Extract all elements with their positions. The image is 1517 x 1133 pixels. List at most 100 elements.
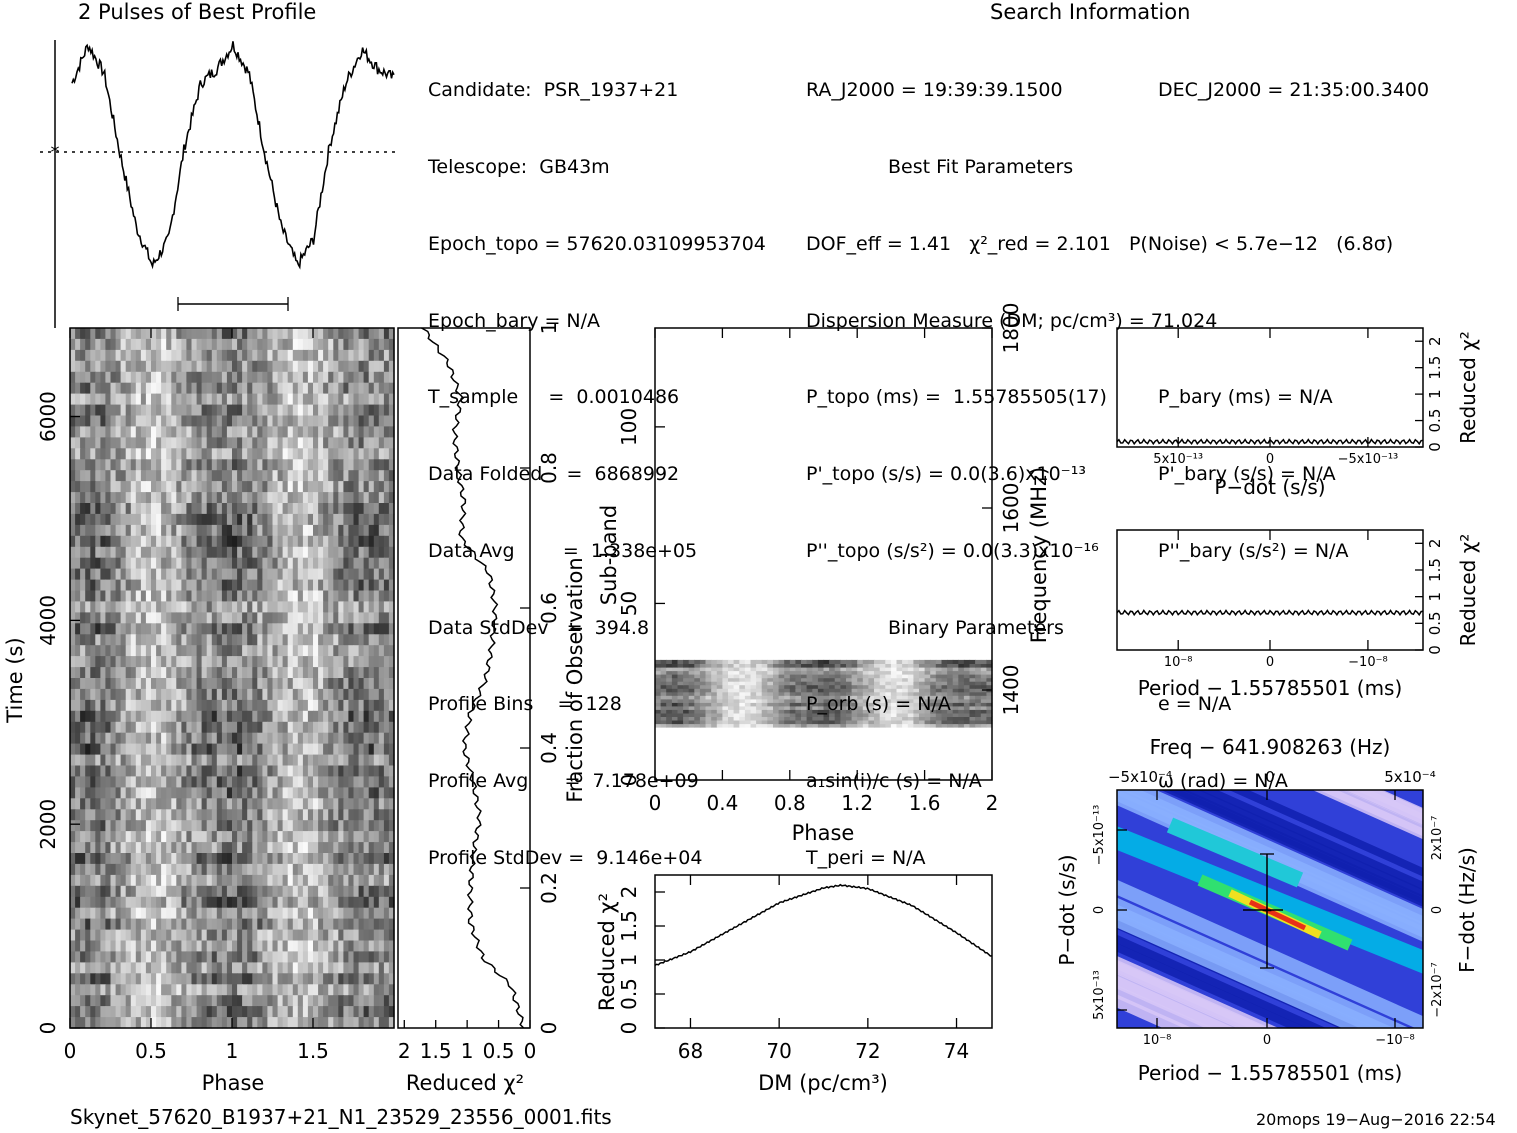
heatmap-cell [90,918,96,931]
heatmap-cell [363,973,370,985]
heatmap-cell [890,677,898,682]
heatmap-cell [232,940,238,952]
heatmap-cell [232,885,238,898]
heatmap-cell [262,678,269,690]
heatmap-cell [267,951,274,963]
heatmap-cell [226,601,233,613]
heatmap-cell [267,973,274,985]
heatmap-cell [744,688,752,693]
heatmap-cell [313,634,319,646]
heatmap-cell [277,962,284,974]
heatmap-cell [186,754,193,767]
heatmap-cell [383,743,390,756]
heatmap-cell [95,885,101,898]
heatmap-cell [952,705,959,710]
heatmap-cell [373,885,380,898]
heatmap-cell [211,710,218,723]
heatmap-cell [151,918,157,931]
heatmap-cell [191,349,198,362]
heatmap-cell [879,684,886,689]
heatmap-cell [201,732,208,745]
heatmap-cell [176,349,182,362]
heatmap-cell [333,623,339,635]
heatmap-cell [70,645,76,657]
heatmap-cell [206,1006,213,1018]
heatmap-cell [226,382,233,395]
heatmap-cell [267,634,274,646]
heatmap-cell [115,349,122,362]
heatmap-cell [857,684,864,689]
heatmap-cell [211,437,218,449]
heatmap-cell [135,918,142,931]
heatmap-cell [75,568,81,581]
heatmap-cell [171,623,177,635]
heatmap-cell [388,667,395,679]
heatmap-cell [221,492,228,504]
heatmap-cell [307,896,314,909]
heatmap-cell [353,470,360,482]
heatmap-cell [232,787,238,799]
heatmap-cell [161,721,167,734]
heatmap-cell [145,667,152,679]
heatmap-cell [287,448,294,460]
heatmap-cell [171,382,177,395]
heatmap-cell [292,513,299,526]
heatmap-cell [247,995,253,1007]
heatmap-cell [95,754,101,767]
heatmap-cell [378,338,385,351]
heatmap-cell [262,481,269,493]
heatmap-cell [90,448,96,460]
heatmap-cell [90,710,96,723]
heatmap-cell [242,853,248,865]
heatmap-cell [318,885,324,898]
heatmap-cell [287,612,294,624]
heatmap-cell [216,754,223,767]
heatmap-cell [80,437,86,449]
heatmap-cell [313,601,319,613]
heatmap-cell [262,492,269,504]
heatmap-cell [694,684,701,689]
heatmap-cell [282,940,289,952]
heatmap-cell [323,896,329,909]
heatmap-cell [282,426,289,438]
heatmap-cell [353,667,360,679]
heatmap-cell [262,732,269,745]
heatmap-cell [95,492,101,504]
heatmap-cell [272,874,279,887]
heatmap-cell [388,349,395,362]
heatmap-cell [85,590,91,602]
heatmap-cell [110,765,117,777]
heatmap-cell [975,716,982,721]
heatmap-cell [221,874,228,887]
heatmap-cell [115,754,122,767]
heatmap-cell [358,776,365,788]
heatmap-cell [383,579,390,592]
heatmap-cell [232,896,238,909]
heatmap-cell [135,645,142,657]
heatmap-cell [671,712,679,717]
heatmap-cell [348,503,355,515]
heatmap-cell [100,492,107,504]
heatmap-cell [120,1017,127,1029]
heatmap-cell [705,691,712,696]
heatmap-cell [161,929,167,942]
heatmap-cell [383,623,390,635]
heatmap-cell [70,874,76,887]
heatmap-cell [302,863,309,876]
heatmap-cell [166,524,172,537]
heatmap-cell [151,513,157,526]
heatmap-cell [201,437,208,449]
heatmap-cell [660,723,667,728]
heatmap-cell [739,698,746,703]
heatmap-cell [857,681,864,686]
heatmap-cell [267,940,274,952]
heatmap-cell [919,712,926,717]
heatmap-cell [120,656,127,668]
heatmap-cell [328,699,334,712]
heatmap-cell [272,776,279,788]
heatmap-cell [368,973,375,985]
heatmap-cell [328,940,334,952]
heatmap-cell [100,481,107,493]
heatmap-cell [191,831,198,843]
heatmap-cell [156,787,162,799]
